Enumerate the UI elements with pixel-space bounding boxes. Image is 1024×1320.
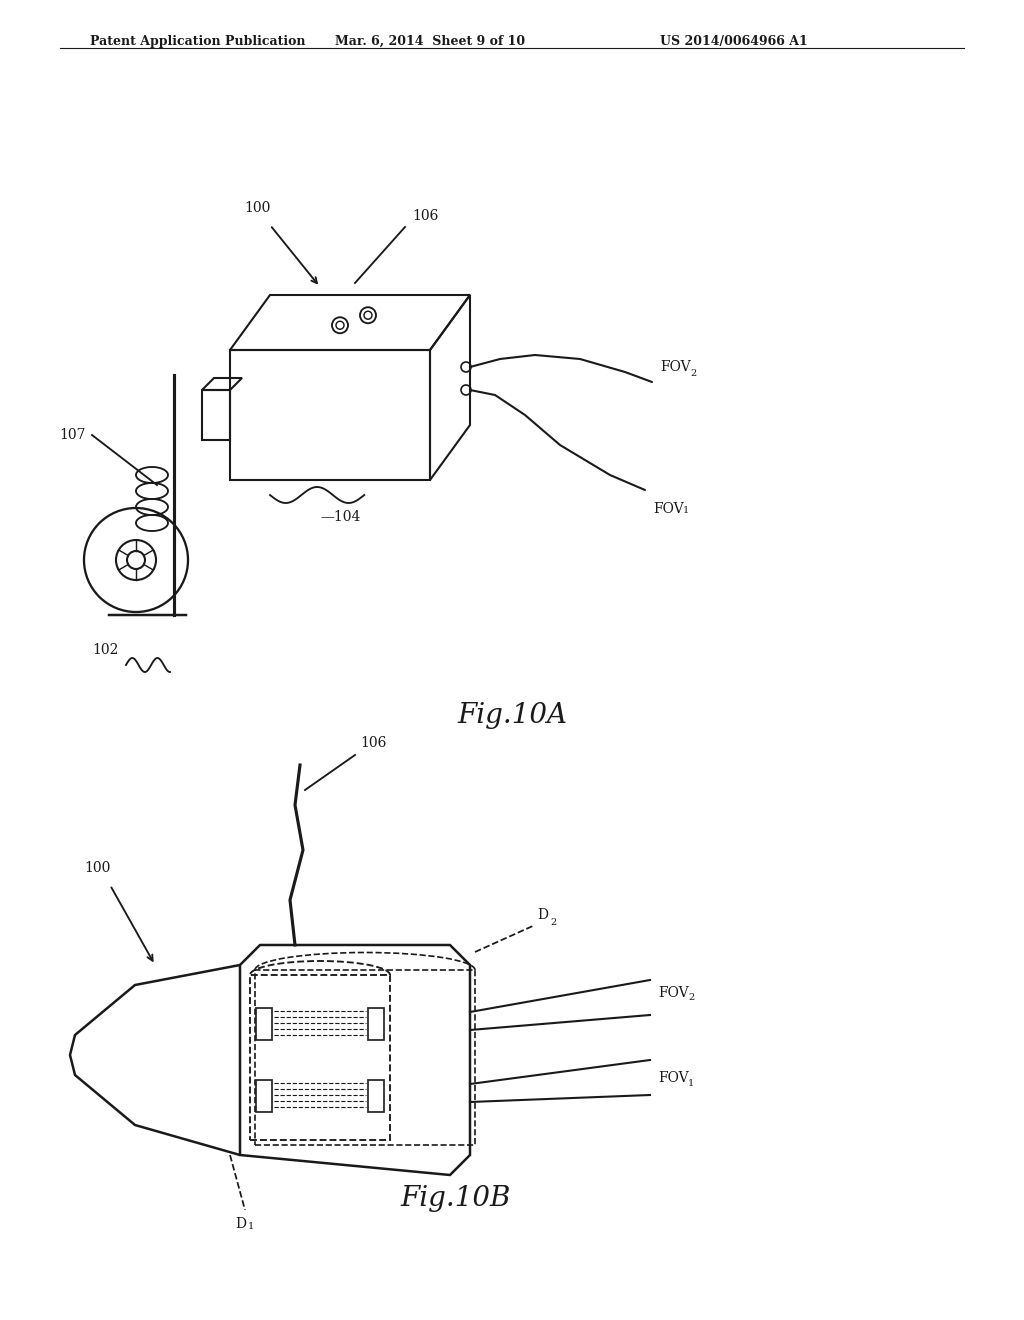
Bar [256, 1080, 272, 1111]
Text: 2: 2 [688, 994, 694, 1002]
Text: —104: —104 [319, 510, 360, 524]
Text: 1: 1 [248, 1222, 254, 1232]
Text: 106: 106 [412, 209, 438, 223]
Text: 107: 107 [59, 428, 86, 442]
Bar [255, 970, 475, 1144]
Text: 1: 1 [683, 506, 689, 515]
Bar [368, 1008, 384, 1040]
Text: 100: 100 [245, 201, 271, 215]
Text: Mar. 6, 2014  Sheet 9 of 10: Mar. 6, 2014 Sheet 9 of 10 [335, 36, 525, 48]
Bar [368, 1080, 384, 1111]
Text: FOV: FOV [658, 986, 688, 1001]
Text: D: D [234, 1217, 246, 1232]
Text: FOV: FOV [658, 1071, 688, 1085]
Text: Patent Application Publication: Patent Application Publication [90, 36, 305, 48]
Text: FOV: FOV [653, 502, 684, 516]
Text: 102: 102 [93, 643, 119, 657]
Text: 100: 100 [85, 861, 112, 875]
Text: D: D [537, 908, 548, 921]
Text: 106: 106 [360, 737, 386, 750]
Text: Fig.10A: Fig.10A [457, 702, 567, 729]
Text: 2: 2 [550, 917, 556, 927]
Bar [256, 1008, 272, 1040]
Text: 2: 2 [690, 370, 696, 378]
Bar [250, 975, 390, 1140]
Text: US 2014/0064966 A1: US 2014/0064966 A1 [660, 36, 808, 48]
Text: FOV: FOV [660, 360, 690, 374]
Text: 1: 1 [688, 1078, 694, 1088]
Text: Fig.10B: Fig.10B [400, 1185, 510, 1212]
